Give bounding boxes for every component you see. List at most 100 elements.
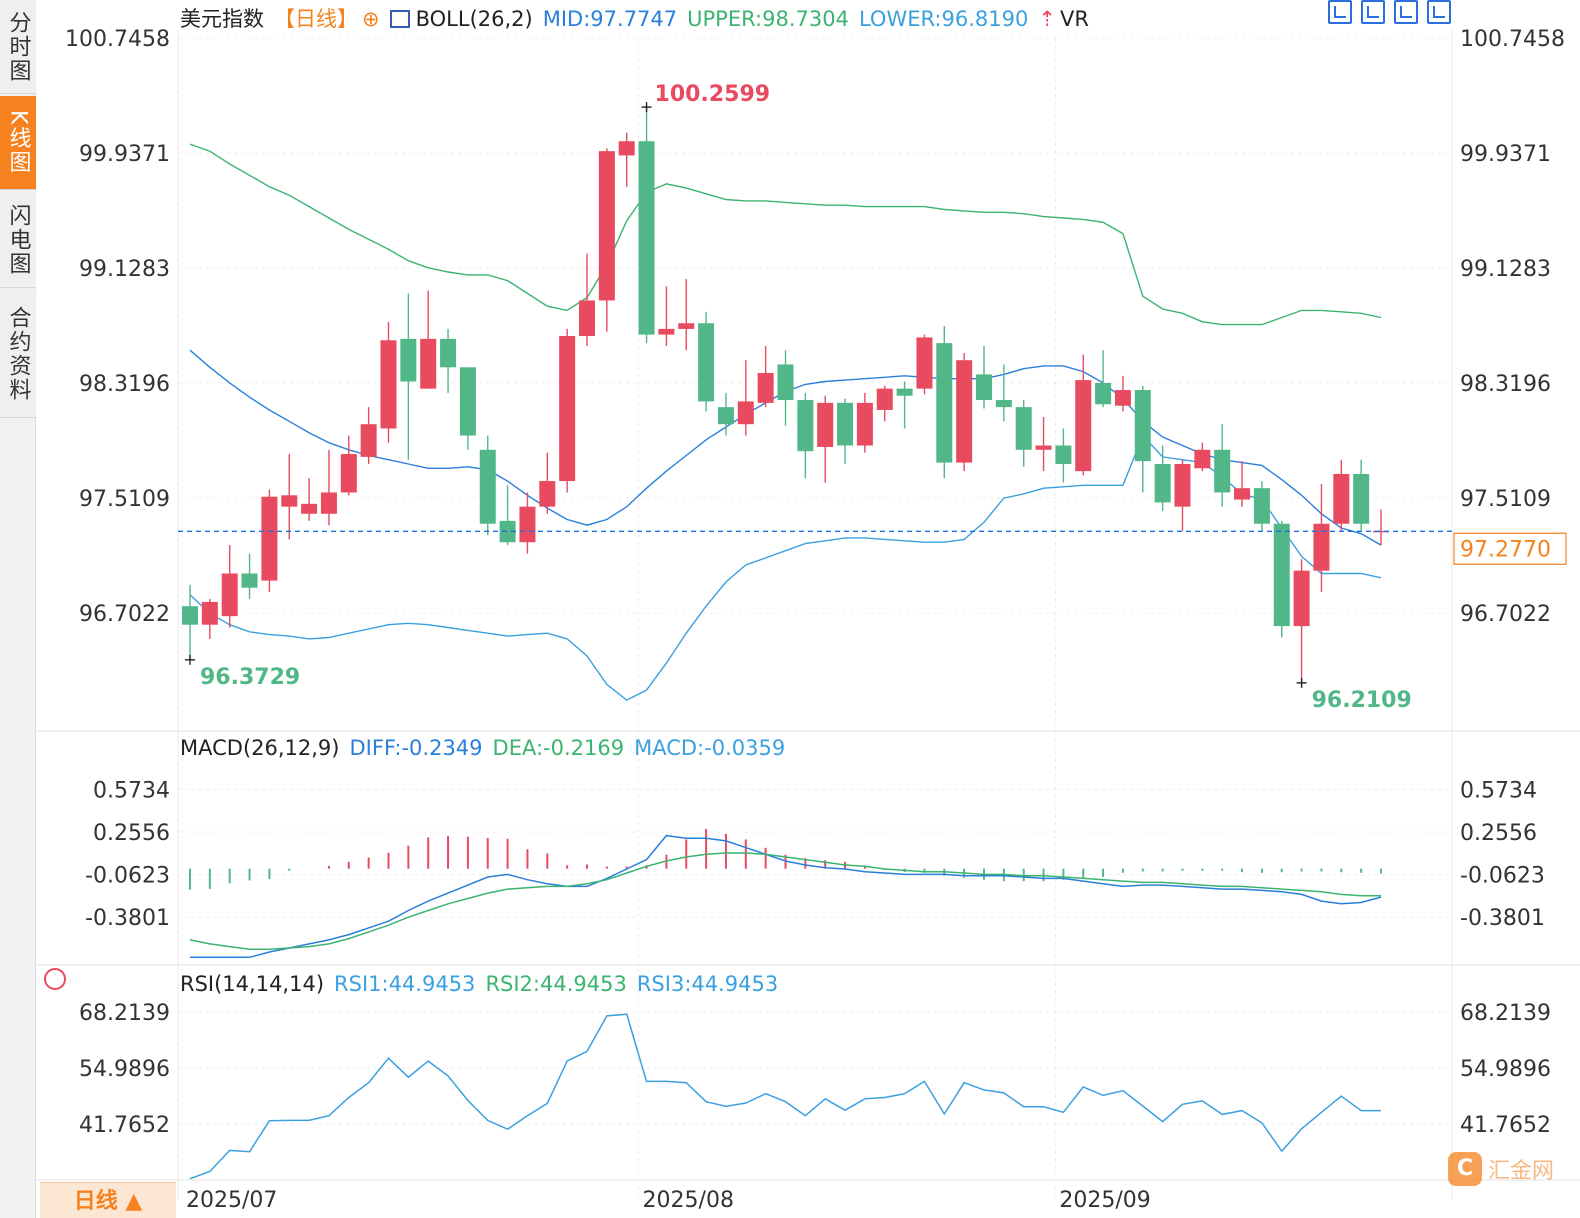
- candle-body: [1194, 449, 1211, 469]
- candle-body: [638, 141, 655, 335]
- candle-body: [1293, 570, 1310, 627]
- tab-intraday[interactable]: 分时图: [0, 0, 36, 94]
- x-tick-label: 2025/07: [186, 1188, 277, 1213]
- macd-title: MACD(26,12,9): [180, 736, 340, 760]
- y-tick-label-left: 100.7458: [65, 27, 170, 52]
- y-tick-label-right: 99.1283: [1460, 257, 1551, 282]
- candle-body: [837, 402, 854, 446]
- y-tick-label-right: 98.3196: [1460, 372, 1551, 397]
- rsi-y-tick-right: 68.2139: [1460, 1001, 1551, 1026]
- macd-y-tick-left: 0.2556: [93, 821, 170, 846]
- boll-upper-line: [189, 143, 1382, 326]
- rsi-y-tick-right: 41.7652: [1460, 1113, 1551, 1138]
- candle-body: [1055, 445, 1072, 465]
- boll-chart-icon[interactable]: [389, 10, 410, 28]
- boll-upper-value: UPPER:98.7304: [687, 7, 849, 31]
- crosshair-icon[interactable]: [1328, 0, 1352, 24]
- candle-body: [876, 388, 893, 410]
- candle-body: [1373, 530, 1389, 533]
- period-label[interactable]: 【日线】: [274, 7, 358, 31]
- side-tab-bar: 分时图 K线图 闪电图 合约资料: [0, 0, 36, 1218]
- y-tick-label-right: 100.7458: [1460, 27, 1565, 52]
- macd-y-tick-left: -0.3801: [85, 906, 170, 931]
- low-price-label: 96.2109: [1312, 688, 1412, 713]
- candle-body: [757, 372, 774, 403]
- switch-indicator-icon[interactable]: ⇡: [1038, 7, 1056, 31]
- candle-body: [519, 506, 536, 543]
- candle-body: [1174, 464, 1191, 507]
- candle-body: [1253, 488, 1270, 524]
- macd-value: MACD:-0.0359: [634, 736, 786, 760]
- y-tick-label-left: 98.3196: [79, 372, 170, 397]
- candle-body: [579, 300, 595, 337]
- macd-header: MACD(26,12,9) DIFF:-0.2349 DEA:-0.2169 MACD…: [180, 736, 795, 760]
- candle-body: [539, 481, 556, 507]
- macd-y-tick-right: -0.0623: [1460, 864, 1545, 889]
- tab-kline[interactable]: K线图: [0, 96, 36, 190]
- tab-flash[interactable]: 闪电图: [0, 192, 36, 288]
- candle-body: [1353, 473, 1370, 524]
- candle-body: [777, 364, 794, 401]
- macd-y-tick-right: -0.3801: [1460, 906, 1545, 931]
- candle-body: [1333, 473, 1350, 524]
- candle-body: [817, 402, 834, 447]
- macd-y-tick-right: 0.5734: [1460, 779, 1537, 804]
- vr-button[interactable]: VR: [1059, 7, 1089, 31]
- candle-body: [440, 338, 457, 368]
- boll-label: BOLL(26,2): [415, 7, 533, 31]
- candle-body: [1234, 488, 1251, 500]
- candle-body: [658, 328, 675, 335]
- candle-body: [340, 454, 357, 493]
- candle-body: [201, 601, 218, 625]
- candle-body: [241, 573, 258, 588]
- candle-body: [380, 340, 397, 429]
- candle-body: [182, 606, 198, 625]
- macd-dea-value: DEA:-0.2169: [492, 736, 625, 760]
- macd-diff-line: [190, 834, 1382, 959]
- candle-body: [1015, 407, 1032, 450]
- brand-logo: C 汇金网: [1448, 1152, 1554, 1186]
- candle-body: [598, 151, 615, 301]
- candle-body: [618, 141, 635, 156]
- macd-dea-line: [189, 852, 1381, 951]
- zoom-in-icon[interactable]: [1361, 0, 1385, 24]
- last-price-label: 97.2770: [1460, 537, 1551, 562]
- candle-body: [1273, 523, 1290, 627]
- last-price-tag: [1453, 532, 1567, 565]
- y-tick-label-right: 97.5109: [1460, 487, 1551, 512]
- candle-body: [1095, 382, 1112, 405]
- rsi-header: RSI(14,14,14) RSI1:44.9453 RSI2:44.9453 RSI…: [180, 972, 788, 996]
- toolbar: [1328, 0, 1451, 24]
- rsi-title: RSI(14,14,14): [180, 972, 325, 996]
- candle-body: [936, 343, 953, 463]
- boll-lower-line: [189, 434, 1382, 701]
- x-tick-label: 2025/08: [643, 1188, 734, 1213]
- candle-body: [1313, 523, 1330, 571]
- candle-body: [1114, 390, 1131, 406]
- candle-body: [1075, 380, 1092, 472]
- fullscreen-icon[interactable]: [1427, 0, 1451, 24]
- rsi-y-tick-left: 41.7652: [79, 1113, 170, 1138]
- y-tick-label-left: 99.1283: [79, 257, 170, 282]
- candle-body: [301, 503, 318, 514]
- add-symbol-icon[interactable]: ⊕: [362, 7, 380, 31]
- zoom-out-icon[interactable]: [1394, 0, 1418, 24]
- candle-body: [856, 402, 873, 446]
- candle-body: [916, 337, 933, 389]
- tab-contract-info[interactable]: 合约资料: [0, 290, 36, 418]
- period-selector[interactable]: 日线 ▲: [40, 1182, 176, 1218]
- candle-body: [797, 400, 814, 452]
- candle-body: [698, 323, 715, 402]
- y-tick-label-left: 99.9371: [79, 142, 170, 167]
- macd-diff-value: DIFF:-0.2349: [349, 736, 483, 760]
- rsi-settings-icon[interactable]: [44, 968, 66, 990]
- candle-body: [400, 338, 417, 382]
- boll-lower-value: LOWER:96.8190: [858, 7, 1029, 31]
- candle-body: [956, 360, 973, 463]
- rsi-y-tick-right: 54.9896: [1460, 1057, 1551, 1082]
- rsi1-value: RSI1:44.9453: [334, 972, 476, 996]
- macd-y-tick-left: 0.5734: [93, 779, 170, 804]
- y-tick-label-right: 96.7022: [1460, 602, 1551, 627]
- y-tick-label-left: 97.5109: [79, 487, 170, 512]
